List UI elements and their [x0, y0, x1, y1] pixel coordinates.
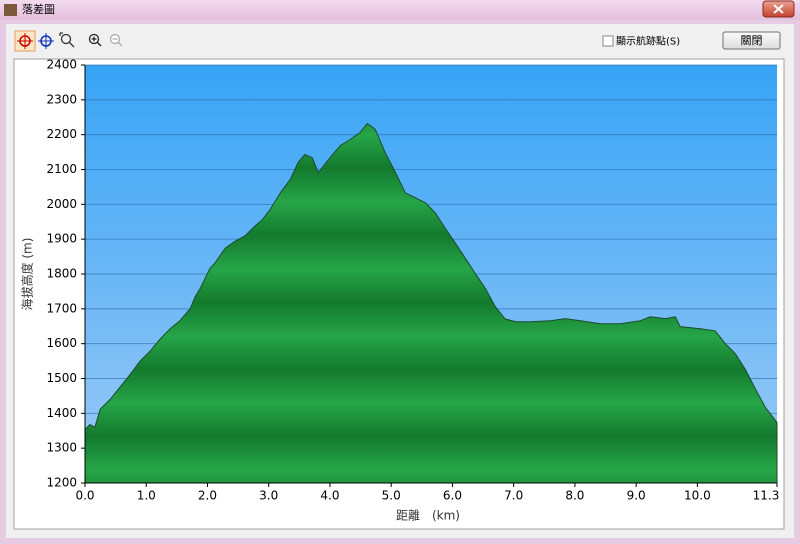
x-tick-label: 3.0	[259, 489, 278, 503]
close-button-label: 關閉	[741, 34, 763, 47]
x-tick-label: 0.0	[75, 489, 94, 503]
y-tick-label: 1300	[46, 441, 77, 455]
y-tick-label: 1500	[46, 371, 77, 385]
y-tick-label: 1800	[46, 267, 77, 281]
title-bar	[0, 0, 800, 20]
close-button[interactable]	[722, 31, 781, 50]
tool-icon	[59, 32, 75, 48]
x-tick-label: 2.0	[198, 489, 217, 503]
y-axis-label: 海拔高度 (m)	[20, 238, 35, 311]
x-tick-label: 9.0	[627, 489, 646, 503]
elevation-area	[84, 122, 778, 484]
x-tick-label: 4.0	[320, 489, 339, 503]
x-tick-label: 11.3	[753, 489, 780, 503]
y-tick-label: 1200	[46, 476, 77, 490]
window-title: 落差圖	[22, 2, 55, 16]
app-icon	[4, 4, 17, 16]
x-tick-label: 1.0	[137, 489, 156, 503]
y-tick-label: 2100	[46, 162, 77, 176]
checkbox[interactable]	[602, 35, 614, 47]
tool-icon	[112, 38, 123, 47]
checkbox-label: 顯示航跡點(S)	[616, 35, 680, 48]
x-tick-label: 6.0	[443, 489, 462, 503]
y-tick-label: 1700	[46, 301, 77, 315]
x-tick-label: 5.0	[382, 489, 401, 503]
y-tick-label: 2400	[46, 58, 77, 72]
x-tick-label: 8.0	[565, 489, 584, 503]
x-axis-label: 距離 (km)	[396, 509, 460, 523]
tool-icon	[91, 36, 102, 47]
x-tick-label: 7.0	[504, 489, 523, 503]
close-icon	[773, 4, 784, 14]
y-tick-label: 2000	[46, 197, 77, 211]
y-tick-label: 2300	[46, 92, 77, 106]
y-tick-label: 1600	[46, 336, 77, 350]
tool-zoom-box[interactable]	[60, 33, 72, 45]
y-tick-label: 2200	[46, 127, 77, 141]
y-tick-label: 1900	[46, 232, 77, 246]
x-tick-label: 10.0	[684, 489, 711, 503]
tool-icon	[38, 33, 54, 49]
tool-icon	[17, 33, 33, 49]
y-tick-label: 1400	[46, 406, 77, 420]
